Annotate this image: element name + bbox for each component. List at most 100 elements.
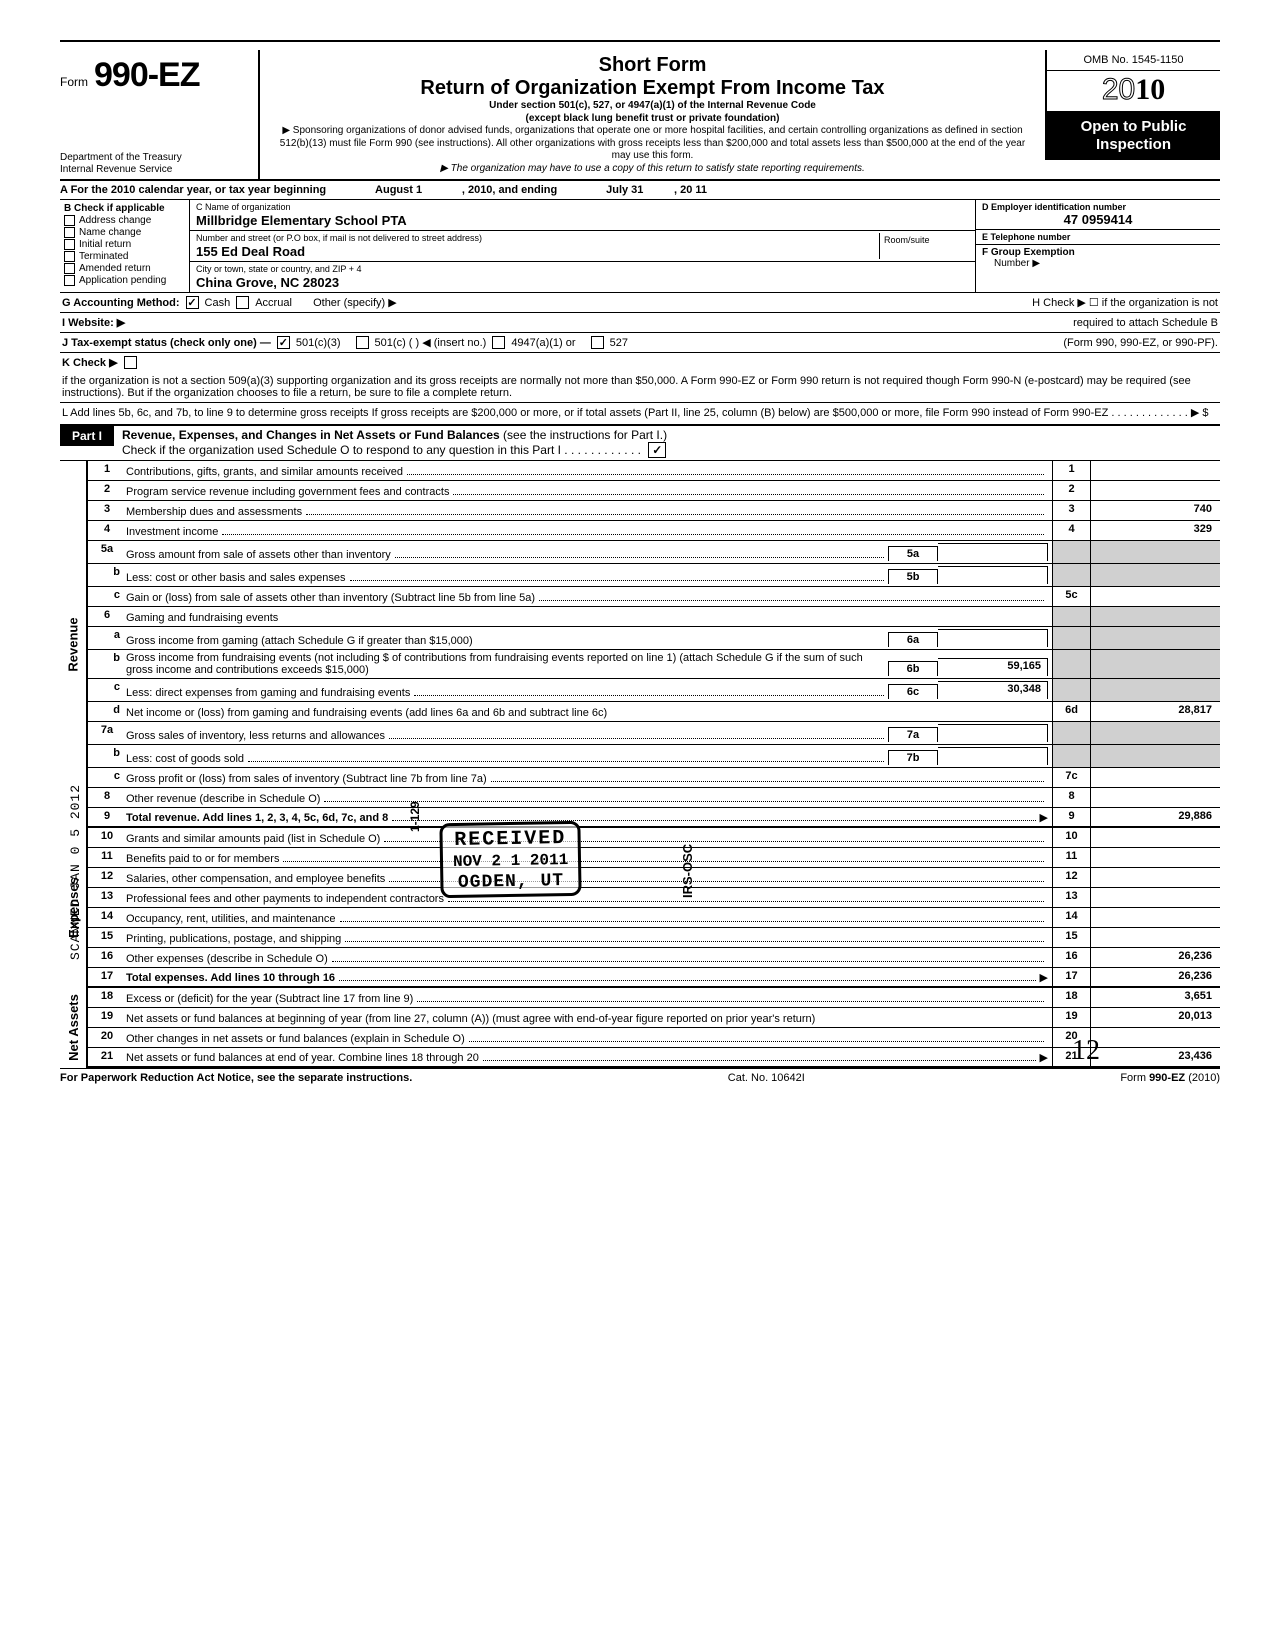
ldt: Gross income from gaming (attach Schedul… [126,635,888,647]
chk-pending[interactable]: Application pending [64,275,185,286]
lcv [1090,908,1220,927]
tel-label: E Telephone number [982,232,1070,242]
chk-address-change[interactable]: Address change [64,215,185,226]
cell-group-exemption: F Group Exemption Number ▶ [976,245,1220,271]
ldt: Membership dues and assessments [126,506,302,518]
line-15: 15 Printing, publications, postage, and s… [88,928,1220,948]
ibox: 5a [888,546,938,561]
part-i-title-b: Revenue, Expenses, and Changes in Net As… [122,428,500,442]
subtitle-4: ▶ The organization may have to use a cop… [270,163,1035,176]
lcv [1090,745,1220,767]
year-bold: 10 [1135,73,1165,106]
lcv [1090,461,1220,480]
ln: 12 [88,868,126,887]
ld: Other changes in net assets or fund bala… [126,1028,1052,1047]
checkbox-schedule-o-icon[interactable]: ✓ [648,442,666,458]
subtitle-1: Under section 501(c), 527, or 4947(a)(1)… [270,100,1035,113]
lcv [1090,627,1220,649]
checkbox-527-icon[interactable] [591,336,604,349]
dots-icon [389,738,884,739]
j-label: J Tax-exempt status (check only one) — [62,337,271,349]
stamp-received: RECEIVED [452,828,568,852]
title-short-form: Short Form [270,54,1035,77]
checkbox-k-icon[interactable] [124,356,137,369]
checkbox-accrual-icon[interactable] [236,296,249,309]
lcn: 15 [1052,928,1090,947]
ival [938,724,1048,742]
lcn [1052,564,1090,586]
chk-initial-return[interactable]: Initial return [64,239,185,250]
dots-icon [491,781,1044,782]
ival [938,629,1048,647]
stamp-location: OGDEN, UT [453,871,569,893]
g-other: Other (specify) ▶ [313,296,397,309]
ln: 1 [88,461,126,480]
chk-name-change[interactable]: Name change [64,227,185,238]
org-name-value: Millbridge Elementary School PTA [196,213,969,228]
ln: d [88,702,126,721]
lcv: 329 [1090,521,1220,540]
line-9: 9Total revenue. Add lines 1, 2, 3, 4, 5c… [88,808,1220,828]
line-1: 1Contributions, gifts, grants, and simil… [88,461,1220,481]
row-a-tax-year: A For the 2010 calendar year, or tax yea… [60,181,1220,200]
checkbox-501c-icon[interactable] [356,336,369,349]
line-6b: bGross income from fundraising events (n… [88,650,1220,679]
revenue-rows: 1Contributions, gifts, grants, and simil… [88,461,1220,828]
ival: 59,165 [938,658,1048,676]
ldt: Benefits paid to or for members [126,853,279,865]
checkbox-icon [64,263,75,274]
ldt: Printing, publications, postage, and shi… [126,933,341,945]
ldt: Program service revenue including govern… [126,486,449,498]
cell-address: Number and street (or P.O box, if mail i… [190,231,975,262]
checkbox-4947-icon[interactable] [492,336,505,349]
checkbox-cash-icon[interactable]: ✓ [186,296,199,309]
arrow-icon: ▶ [1040,971,1048,984]
dots-icon [469,1041,1044,1042]
ld: Excess or (deficit) for the year (Subtra… [126,988,1052,1007]
row-g-accounting: G Accounting Method: ✓ Cash Accrual Othe… [60,293,1220,313]
lcn [1052,650,1090,678]
section-bcde: B Check if applicable Address change Nam… [60,200,1220,293]
rowA-end: July 31 [606,184,643,196]
group-ex-label: F Group Exemption [982,247,1075,258]
cell-org-name: C Name of organization Millbridge Elemen… [190,200,975,231]
lcv [1090,768,1220,787]
lcn: 12 [1052,868,1090,887]
lcn: 16 [1052,948,1090,967]
checkbox-501c3-icon[interactable]: ✓ [277,336,290,349]
ldt: Investment income [126,526,218,538]
form-header: Form 990-EZ Department of the Treasury I… [60,50,1220,181]
rowA-prefix: A For the 2010 calendar year, or tax yea… [60,184,326,196]
ld: Gross amount from sale of assets other t… [126,541,1052,563]
lcv: 29,886 [1090,808,1220,826]
dots-icon [339,980,1035,981]
ein-label: D Employer identification number [982,202,1214,212]
scanned-margin-text: SCANNED JAN 0 5 2012 [68,784,83,960]
room-suite: Room/suite [879,233,969,259]
stamp-side-irs: IRS-OSC [680,844,695,898]
lcv [1090,868,1220,887]
line-7a: 7aGross sales of inventory, less returns… [88,722,1220,745]
stamp-side-code: 1-129 [408,801,422,832]
dots-icon [539,600,1044,601]
ln: 19 [88,1008,126,1027]
line-2: 2Program service revenue including gover… [88,481,1220,501]
ldt: Gross income from fundraising events (no… [126,652,888,676]
lcv: 26,236 [1090,968,1220,986]
j-527: 527 [610,337,628,349]
chk-label: Name change [79,227,141,238]
title-main: Return of Organization Exempt From Incom… [270,77,1035,100]
check-mark: ✓ [652,443,662,457]
part-i-check-line: Check if the organization used Schedule … [122,443,641,457]
chk-amended[interactable]: Amended return [64,263,185,274]
dots-icon [407,474,1044,475]
ld: Grants and similar amounts paid (list in… [126,828,1052,847]
g-label: G Accounting Method: [62,297,180,309]
ld: Gross income from fundraising events (no… [126,650,1052,678]
top-rule [60,40,1220,42]
line-5a: 5aGross amount from sale of assets other… [88,541,1220,564]
ldt: Gross profit or (loss) from sales of inv… [126,773,487,785]
lcv [1090,788,1220,807]
chk-terminated[interactable]: Terminated [64,251,185,262]
j-4947: 4947(a)(1) or [511,337,575,349]
